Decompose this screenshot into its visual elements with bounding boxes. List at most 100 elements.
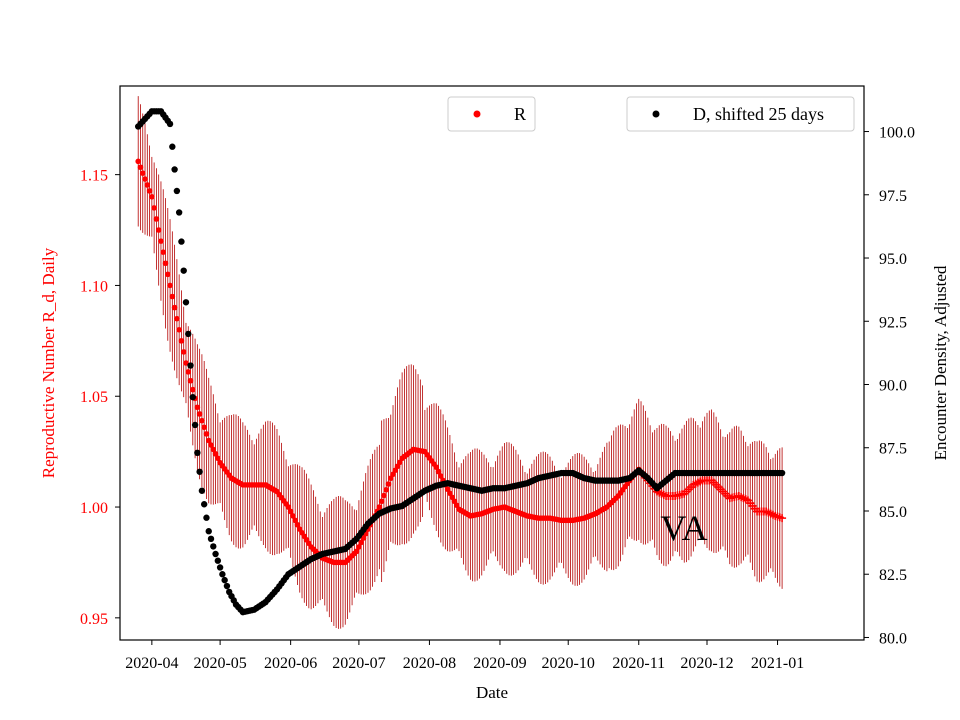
y-right-axis-label: Encounter Density, Adjusted: [931, 265, 950, 460]
r-point: [153, 216, 160, 222]
d-point: [194, 449, 201, 457]
d-point: [173, 187, 181, 195]
legend-r-marker: [473, 110, 481, 118]
x-tick-label: 2020-10: [542, 655, 595, 672]
d-point: [207, 535, 215, 543]
r-point: [215, 455, 221, 462]
d-point: [216, 564, 224, 571]
r-point: [353, 548, 360, 555]
d-point: [187, 362, 194, 369]
r-point: [171, 304, 178, 311]
r-point: [183, 360, 189, 366]
legend-d-box: [626, 96, 855, 132]
y-right-tick-label: 80.0: [879, 630, 907, 647]
y-left-tick-label: 1.00: [80, 500, 108, 517]
r-point: [294, 521, 301, 528]
d-point: [166, 120, 174, 128]
y-right-tick-label: 95.0: [879, 251, 907, 268]
x-tick-label: 2020-12: [680, 655, 733, 672]
r-point: [190, 386, 196, 393]
r-point: [438, 473, 444, 479]
r-point: [185, 369, 192, 375]
d-point: [185, 330, 192, 338]
r-point: [149, 194, 155, 200]
r-point: [158, 238, 164, 244]
r-point: [187, 377, 194, 384]
r-point: [137, 164, 144, 171]
legend-d: D, shifted 25 days: [626, 96, 855, 132]
y-left-tick-label: 1.05: [80, 389, 108, 406]
d-point: [778, 469, 786, 477]
d-point: [191, 421, 199, 429]
x-tick-label: 2021-01: [751, 655, 804, 672]
d-point: [200, 501, 208, 508]
r-point: [292, 517, 298, 524]
d-point: [180, 267, 187, 274]
x-tick-label: 2020-07: [332, 655, 385, 672]
x-tick-label: 2020-06: [264, 655, 317, 672]
d-series-points: [135, 108, 786, 616]
d-point: [203, 514, 210, 521]
d-point: [171, 166, 178, 173]
r-point: [160, 249, 167, 255]
d-point: [223, 582, 231, 590]
legend-r-label: R: [514, 104, 526, 124]
r-point: [151, 205, 157, 211]
x-tick-label: 2020-08: [403, 655, 456, 672]
r-point: [176, 326, 182, 333]
d-point: [219, 571, 226, 578]
r-point: [180, 349, 187, 355]
y-right-tick-label: 82.5: [879, 567, 907, 584]
r-point: [376, 504, 383, 510]
r-point: [208, 442, 214, 448]
r-point: [178, 338, 185, 344]
r-point: [378, 498, 385, 505]
y-left-tick-label: 0.95: [80, 611, 108, 628]
r-point: [212, 451, 219, 457]
y-right-tick-label: 97.5: [879, 188, 907, 205]
y-right-tick-label: 92.5: [879, 314, 907, 331]
r-point: [144, 182, 151, 188]
y-right-tick-label: 87.5: [879, 441, 907, 458]
r-point: [164, 271, 171, 278]
r-point: [174, 315, 180, 322]
r-point: [203, 431, 210, 437]
r-point: [167, 282, 173, 289]
r-point: [162, 260, 169, 267]
legend-r: R: [447, 96, 536, 132]
x-axis-label: Date: [476, 683, 508, 702]
r-point: [290, 513, 296, 519]
r-point: [285, 504, 292, 510]
r-point: [383, 486, 390, 493]
y-left-tick-label: 1.15: [80, 168, 108, 185]
r-point: [356, 544, 362, 550]
d-point: [198, 487, 206, 494]
r-point: [139, 170, 146, 176]
d-point: [210, 543, 217, 550]
x-tick-label: 2020-09: [473, 655, 526, 672]
plot-frame: [119, 85, 865, 641]
d-point: [212, 550, 219, 558]
y-right-axis-ticks: 80.0 82.5 85.0 87.5 90.0 92.5 95.0 97.5 100.0: [864, 125, 915, 647]
r-point: [201, 424, 207, 431]
y-right-tick-label: 90.0: [879, 378, 907, 395]
r-point: [135, 158, 142, 165]
r-point: [433, 464, 440, 470]
r-point: [381, 492, 387, 499]
r-point: [155, 227, 162, 233]
x-tick-label: 2020-04: [125, 655, 178, 672]
d-point: [189, 393, 197, 401]
d-point: [196, 468, 203, 475]
r-point: [778, 514, 787, 523]
y-right-tick-label: 100.0: [879, 125, 915, 142]
r-point: [196, 411, 203, 417]
r-point: [358, 539, 364, 546]
y-left-tick-label: 1.10: [80, 278, 108, 295]
d-point: [178, 238, 185, 245]
legend-d-marker: [652, 110, 660, 118]
r-point: [194, 404, 201, 411]
state-label: VA: [660, 508, 707, 548]
r-point: [385, 481, 392, 487]
d-point: [221, 576, 228, 584]
